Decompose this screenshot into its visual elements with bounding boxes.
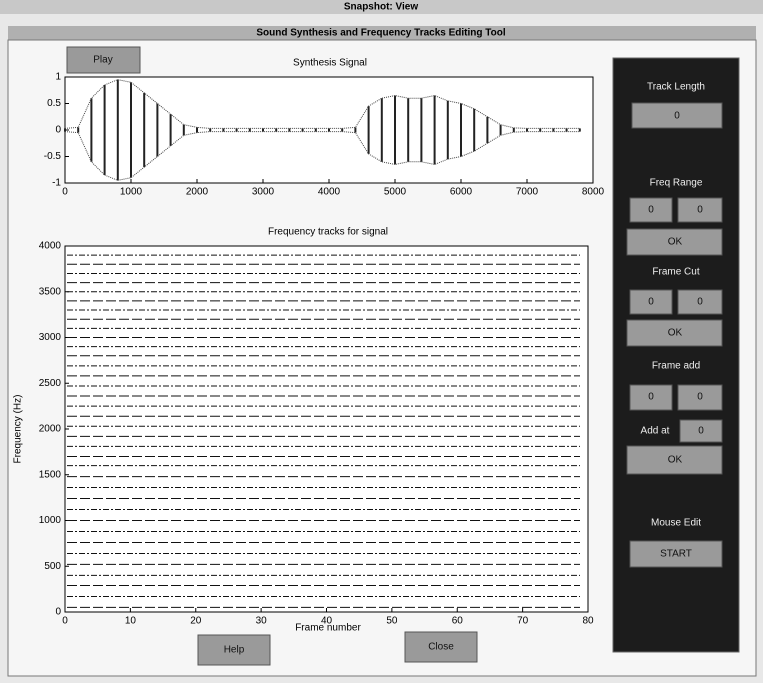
add-ok-button[interactable]: OK bbox=[626, 445, 723, 475]
y-tick-label: -0.5 bbox=[44, 151, 62, 162]
sub-title-bar bbox=[8, 26, 756, 40]
y-tick-label: 1500 bbox=[39, 469, 62, 480]
button-bg[interactable] bbox=[626, 445, 723, 475]
y-tick-label: 0 bbox=[55, 125, 61, 136]
x-tick-label: 80 bbox=[582, 616, 594, 627]
signal-title: Synthesis Signal bbox=[293, 58, 367, 69]
add-at-label: Add at bbox=[641, 426, 670, 437]
y-tick-label: 1000 bbox=[39, 515, 62, 526]
y-tick-label: 2500 bbox=[39, 378, 62, 389]
field-bg[interactable] bbox=[677, 384, 723, 411]
y-tick-label: -1 bbox=[52, 178, 61, 189]
field-bg[interactable] bbox=[677, 197, 723, 223]
x-tick-label: 30 bbox=[256, 616, 268, 627]
field-bg[interactable] bbox=[679, 419, 723, 443]
x-tick-label: 60 bbox=[452, 616, 464, 627]
x-tick-label: 3000 bbox=[252, 187, 275, 198]
field-value[interactable]: 0 bbox=[697, 392, 703, 403]
field-bg[interactable] bbox=[631, 102, 723, 129]
track-length-field[interactable]: 0 bbox=[631, 102, 723, 129]
button-bg[interactable] bbox=[626, 228, 723, 256]
y-tick-label: 0.5 bbox=[47, 98, 61, 109]
button-bg[interactable] bbox=[626, 319, 723, 347]
x-tick-label: 7000 bbox=[516, 187, 539, 198]
button-label[interactable]: OK bbox=[668, 455, 683, 466]
tracks-xlabel: Frame number bbox=[295, 623, 361, 634]
play-button[interactable]: Play bbox=[66, 46, 141, 74]
tracks-ylabel: Frequency (Hz) bbox=[13, 395, 24, 464]
track-length-label: Track Length bbox=[647, 82, 705, 93]
button-label[interactable]: START bbox=[660, 549, 692, 560]
x-tick-label: 40 bbox=[321, 616, 333, 627]
start-button[interactable]: START bbox=[629, 540, 723, 568]
play-button-bg[interactable] bbox=[66, 46, 141, 74]
field-bg[interactable] bbox=[629, 384, 673, 411]
cut-ok-button[interactable]: OK bbox=[626, 319, 723, 347]
freq-low-field[interactable]: 0 bbox=[629, 197, 673, 223]
x-tick-label: 0 bbox=[62, 187, 68, 198]
field-value[interactable]: 0 bbox=[674, 111, 680, 122]
field-value[interactable]: 0 bbox=[698, 426, 704, 437]
x-tick-label: 2000 bbox=[186, 187, 209, 198]
y-tick-label: 2000 bbox=[39, 424, 62, 435]
add-high-field[interactable]: 0 bbox=[677, 384, 723, 411]
cut-low-field[interactable]: 0 bbox=[629, 289, 673, 315]
freq-ok-button[interactable]: OK bbox=[626, 228, 723, 256]
x-tick-label: 5000 bbox=[384, 187, 407, 198]
x-tick-label: 50 bbox=[386, 616, 398, 627]
window-title: Snapshot: View bbox=[344, 2, 418, 13]
axes-bg bbox=[64, 245, 589, 613]
field-value[interactable]: 0 bbox=[648, 392, 654, 403]
close-button[interactable]: Close bbox=[404, 631, 478, 663]
x-tick-label: 10 bbox=[125, 616, 137, 627]
mouse-edit-label: Mouse Edit bbox=[651, 518, 701, 529]
help-button-label[interactable]: Help bbox=[224, 645, 245, 656]
field-value[interactable]: 0 bbox=[697, 297, 703, 308]
y-tick-label: 0 bbox=[55, 607, 61, 618]
button-label[interactable]: OK bbox=[668, 237, 683, 248]
help-button-bg[interactable] bbox=[197, 634, 271, 666]
field-bg[interactable] bbox=[629, 197, 673, 223]
cut-high-field[interactable]: 0 bbox=[677, 289, 723, 315]
title-bar bbox=[0, 0, 763, 14]
field-bg[interactable] bbox=[677, 289, 723, 315]
y-tick-label: 3000 bbox=[39, 332, 62, 343]
add-at-field[interactable]: 0 bbox=[679, 419, 723, 443]
signal-envelope-lower bbox=[64, 131, 580, 181]
x-tick-label: 1000 bbox=[120, 187, 143, 198]
button-label[interactable]: OK bbox=[668, 328, 683, 339]
x-tick-label: 4000 bbox=[318, 187, 341, 198]
help-button[interactable]: Help bbox=[197, 634, 271, 666]
panel-buttons: 0 0 0 OK 0 0 OK 0 0 0 OK START bbox=[626, 102, 723, 568]
y-tick-label: 4000 bbox=[39, 241, 62, 252]
y-tick-label: 500 bbox=[44, 561, 61, 572]
x-tick-label: 70 bbox=[517, 616, 529, 627]
add-low-field[interactable]: 0 bbox=[629, 384, 673, 411]
y-tick-label: 3500 bbox=[39, 286, 62, 297]
x-tick-label: 0 bbox=[62, 616, 68, 627]
window-subtitle: Sound Synthesis and Frequency Tracks Edi… bbox=[256, 28, 506, 39]
close-button-bg[interactable] bbox=[404, 631, 478, 663]
close-button-label[interactable]: Close bbox=[428, 642, 454, 653]
play-button-label[interactable]: Play bbox=[93, 55, 112, 66]
frame-cut-label: Frame Cut bbox=[652, 267, 699, 278]
signal-envelope bbox=[64, 79, 580, 129]
y-tick-label: 1 bbox=[55, 72, 61, 83]
field-value[interactable]: 0 bbox=[648, 205, 654, 216]
x-tick-label: 8000 bbox=[582, 187, 605, 198]
freq-range-label: Freq Range bbox=[650, 178, 703, 189]
tracks-title: Frequency tracks for signal bbox=[268, 227, 388, 238]
freq-high-field[interactable]: 0 bbox=[677, 197, 723, 223]
x-tick-label: 20 bbox=[190, 616, 202, 627]
plots: 0 1000 2000 3000 4000 5000 6000 7000 8000-1-0.50… bbox=[39, 72, 605, 627]
x-tick-label: 6000 bbox=[450, 187, 473, 198]
button-bg[interactable] bbox=[629, 540, 723, 568]
frame-add-label: Frame add bbox=[652, 361, 700, 372]
field-value[interactable]: 0 bbox=[648, 297, 654, 308]
field-value[interactable]: 0 bbox=[697, 205, 703, 216]
field-bg[interactable] bbox=[629, 289, 673, 315]
